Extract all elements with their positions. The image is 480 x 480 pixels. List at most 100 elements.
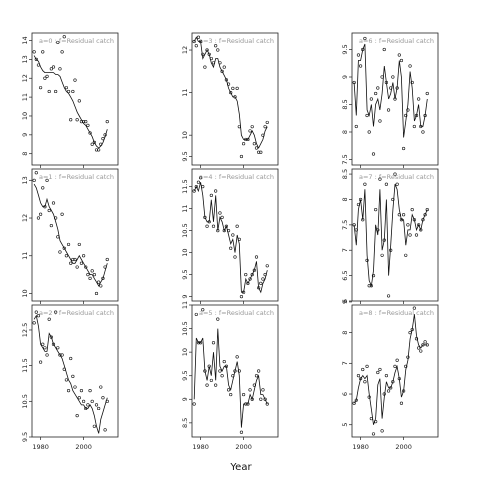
data-point (250, 273, 254, 277)
data-point (207, 52, 211, 56)
data-point (90, 269, 94, 273)
data-point (99, 385, 103, 389)
panel-6: a=6 : f=Residual catch 7.5 8 8.5 9 9.5 (341, 32, 439, 168)
data-point (69, 356, 73, 361)
data-point (378, 177, 382, 181)
data-point (419, 124, 423, 129)
data-point (51, 342, 56, 346)
data-point (402, 146, 406, 151)
data-point (365, 258, 369, 262)
data-point (64, 86, 68, 90)
data-point (410, 208, 414, 212)
data-point (421, 130, 425, 134)
data-point (384, 182, 389, 186)
data-point (248, 388, 252, 392)
data-point (352, 401, 356, 405)
series-line (33, 55, 108, 149)
y-tick-label: 8 (341, 130, 349, 134)
data-point (229, 91, 233, 95)
y-tick-label: 11.5 (181, 179, 189, 193)
data-point (233, 95, 237, 99)
data-point (371, 432, 376, 436)
data-point (203, 369, 207, 373)
y-tick-label: 8 (341, 197, 349, 201)
data-point (209, 56, 213, 61)
data-point (62, 246, 66, 250)
data-point (38, 212, 43, 216)
data-point (196, 180, 201, 184)
data-point (367, 130, 371, 134)
data-point (214, 189, 218, 193)
data-point (250, 397, 254, 401)
y-tick-label: 12 (21, 214, 29, 222)
panel-label: a=3 : f=Residual catch (199, 37, 274, 45)
data-point (84, 406, 88, 411)
data-point (207, 220, 211, 224)
data-point (263, 397, 267, 401)
data-point (359, 197, 363, 202)
y-tick-label: 13 (21, 176, 29, 184)
data-point (408, 331, 412, 335)
data-point (361, 367, 365, 372)
data-point (384, 374, 389, 378)
data-point (235, 86, 239, 90)
data-point (235, 355, 239, 359)
y-tick-label: 6 (341, 392, 349, 396)
data-point (41, 342, 45, 346)
data-point (45, 353, 49, 357)
data-point (417, 223, 421, 227)
panel-frame (351, 32, 439, 166)
data-point (246, 137, 250, 142)
data-point (62, 35, 66, 39)
data-point (71, 257, 75, 262)
data-point (77, 396, 81, 400)
data-point (214, 383, 218, 387)
data-point (259, 397, 263, 401)
data-point (239, 154, 244, 159)
y-tick-label: 5 (341, 423, 349, 427)
data-point (81, 254, 86, 258)
data-point (395, 358, 399, 362)
data-point (211, 341, 216, 345)
data-point (397, 213, 401, 217)
data-point (231, 86, 235, 90)
data-point (257, 286, 261, 290)
data-point (99, 142, 103, 146)
data-point (419, 349, 423, 353)
data-point (32, 50, 36, 54)
data-point (242, 142, 246, 146)
y-tick-label: 9 (21, 133, 29, 137)
data-point (66, 389, 71, 393)
series-line (33, 183, 108, 287)
data-point (58, 67, 62, 71)
data-point (356, 202, 361, 207)
data-point (254, 255, 259, 259)
data-point (49, 335, 53, 339)
data-point (73, 78, 77, 82)
data-point (252, 268, 256, 272)
data-point (374, 91, 378, 96)
data-point (71, 374, 75, 378)
data-point (229, 246, 233, 250)
data-point (218, 61, 222, 65)
data-point (359, 64, 363, 68)
data-point (386, 294, 391, 298)
y-tick-label: 11 (181, 301, 189, 309)
data-point (254, 374, 259, 378)
data-point (374, 208, 378, 212)
data-point (391, 75, 395, 79)
data-point (374, 420, 378, 424)
data-point (378, 367, 382, 372)
data-point (367, 395, 371, 399)
panel-frame (351, 304, 439, 438)
data-point (41, 50, 45, 54)
series-line (193, 36, 268, 149)
data-point (49, 67, 53, 71)
data-point (386, 108, 391, 112)
y-tick-label: 10 (181, 248, 189, 256)
data-point (359, 377, 363, 381)
data-point (60, 212, 64, 216)
data-point (393, 364, 397, 368)
data-point (265, 264, 269, 268)
x-tick-label: 1980 (352, 443, 369, 451)
